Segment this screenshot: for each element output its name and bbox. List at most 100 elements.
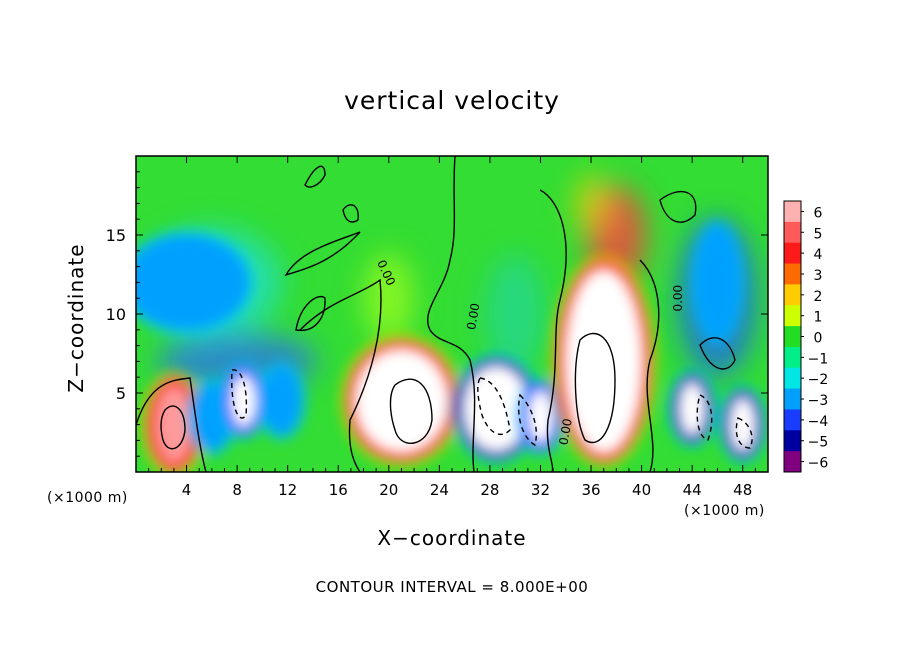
x-axis-label: X−coordinate	[377, 526, 527, 550]
velocity-cell-ring	[695, 225, 740, 340]
colorbar-swatch	[784, 263, 801, 285]
colorbar: 6 5 4 3 2 1 0 −1 −2 −3 −4 −5 −6	[783, 200, 829, 473]
velocity-cell-ring	[549, 254, 658, 469]
field-region	[157, 331, 318, 392]
field-region	[677, 218, 758, 379]
velocity-cell-ring	[514, 376, 567, 457]
positive-contour	[574, 332, 616, 444]
velocity-cell-6	[450, 352, 543, 465]
y-tick-label: 10	[106, 305, 126, 324]
x-tick-label: 44	[683, 481, 702, 499]
velocity-cell-ring	[339, 333, 464, 468]
contour-label-2: 0.00	[464, 302, 482, 331]
x-tick-label: 4	[182, 481, 192, 499]
zero-contour	[136, 377, 207, 472]
zero-contour	[284, 231, 361, 277]
zero-contour	[299, 278, 382, 472]
velocity-cell-core	[730, 398, 755, 451]
velocity-cell-ring	[556, 261, 651, 462]
velocity-cell-1	[139, 370, 208, 472]
cell-layer	[136, 219, 768, 472]
velocity-cell-core	[565, 270, 642, 453]
zero-contour	[295, 295, 326, 332]
velocity-cell-ring	[666, 368, 719, 449]
colorbar-label: 3	[814, 268, 823, 284]
colorbar-label: 0	[814, 331, 823, 347]
x-tick-label: 36	[581, 481, 600, 499]
velocity-cell-10	[716, 384, 768, 465]
y-tick-label: 15	[106, 226, 126, 245]
velocity-cell-5	[339, 333, 464, 468]
velocity-cell-ring	[136, 235, 249, 330]
field-soft-layer	[141, 173, 758, 392]
colorbar-label: −2	[808, 372, 829, 388]
colorbar-label: 1	[814, 310, 823, 326]
velocity-cell-3	[217, 360, 270, 441]
field-region	[141, 227, 282, 338]
velocity-cell-ring	[217, 360, 270, 441]
field-region	[485, 254, 546, 374]
colorbar-swatch	[784, 367, 801, 390]
x-axis-ticks: 4 8 12 16 20 24 28 32 36 40 44 48	[148, 156, 756, 499]
colorbar-frame	[783, 200, 802, 473]
colorbar-swatch	[784, 346, 801, 369]
negative-contour	[696, 394, 713, 441]
velocity-cell-core	[155, 386, 192, 463]
zero-contour	[342, 204, 359, 223]
velocity-cell-ring	[722, 390, 763, 459]
contour-label-3: 0.00	[556, 417, 574, 446]
x-tick-label: 32	[531, 481, 550, 499]
colorbar-swatch	[784, 221, 801, 244]
velocity-cell-ring	[191, 382, 232, 451]
plot-frame	[135, 155, 769, 473]
colorbar-label: 4	[814, 247, 823, 263]
field-region	[573, 173, 610, 234]
velocity-cell-ring	[689, 219, 746, 346]
contour-labels: 0.00 0.00 0.00 0.00	[374, 258, 685, 446]
contour-lines	[136, 156, 753, 472]
velocity-cell-ring	[136, 229, 255, 336]
chart-title: vertical velocity	[344, 86, 560, 115]
velocity-cell-ring	[223, 366, 264, 435]
velocity-cell-7	[514, 376, 567, 457]
zero-contour	[427, 156, 476, 472]
negative-contour	[231, 369, 248, 419]
colorbar-swatch	[784, 430, 801, 452]
field-region	[363, 253, 414, 344]
colorbar-swatch	[784, 409, 801, 431]
colorbar-swatch	[784, 326, 801, 348]
x-tick-label: 28	[480, 481, 499, 499]
zero-contour	[659, 190, 697, 223]
colorbar-label: −4	[808, 414, 829, 430]
x-tick-label: 8	[232, 481, 242, 499]
colorbar-label: −3	[808, 393, 829, 409]
velocity-cell-core	[680, 382, 705, 435]
velocity-cell-4	[255, 360, 308, 441]
velocity-cell-ring	[456, 358, 537, 459]
zero-contour	[639, 259, 660, 472]
y-axis-label: Z−coordinate	[64, 243, 88, 393]
velocity-cell-11	[689, 219, 746, 346]
x-tick-label: 40	[632, 481, 651, 499]
colorbar-swatch	[784, 388, 801, 410]
colorbar-swatch	[784, 284, 801, 306]
velocity-cell-ring	[450, 352, 543, 465]
positive-contour	[389, 378, 433, 444]
colorbar-swatch	[784, 305, 801, 327]
velocity-cell-ring	[261, 366, 302, 435]
x-tick-label: 12	[278, 481, 297, 499]
colorbar-label: −6	[808, 456, 829, 472]
negative-contour	[518, 393, 537, 447]
velocity-cell-ring	[346, 340, 457, 461]
colorbar-label: 2	[814, 289, 823, 305]
velocity-cell-2	[185, 376, 238, 457]
field-region	[586, 185, 647, 285]
velocity-cell-12	[136, 229, 255, 336]
x-tick-label: 48	[733, 481, 752, 499]
contour-interval-note: CONTOUR INTERVAL = 8.000E+00	[315, 578, 589, 596]
positive-contour	[160, 405, 186, 450]
x-tick-label: 20	[379, 481, 398, 499]
velocity-cell-ring	[185, 376, 238, 457]
velocity-cell-ring	[139, 370, 208, 472]
